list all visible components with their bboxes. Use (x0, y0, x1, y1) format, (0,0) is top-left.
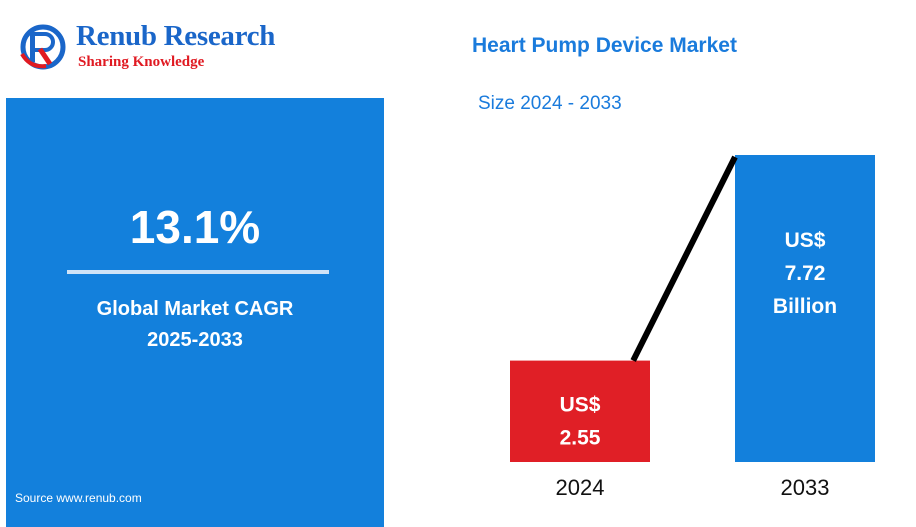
data-label-2033-line1: US$ (785, 229, 826, 252)
brand-tagline: Sharing Knowledge (78, 54, 205, 70)
x-tick-label-2033: 2033 (781, 475, 830, 500)
x-tick-label-2024: 2024 (556, 475, 605, 500)
cagr-label-line2: 2025-2033 (147, 329, 243, 351)
stylized-r-mark-icon (20, 24, 66, 70)
data-label-2024-line3: Billion (548, 459, 612, 482)
cagr-panel: 13.1% Global Market CAGR 2025-2033 Sourc… (6, 98, 384, 527)
bar-2033 (735, 155, 875, 462)
brand-logo: Renub Research Sharing Knowledge (16, 14, 306, 74)
cagr-label: Global Market CAGR 2025-2033 (6, 294, 384, 356)
data-label-2024-line1: US$ (560, 393, 601, 416)
chart-subtitle: Size 2024 - 2033 (478, 93, 622, 114)
cagr-label-line1: Global Market CAGR (96, 298, 294, 320)
cagr-value: 13.1% (129, 201, 261, 253)
data-label-2024-line2: 2.55 (560, 426, 601, 449)
chart-title: Heart Pump Device Market (472, 34, 737, 57)
bar-2024 (510, 360, 650, 462)
data-label-2033-line3: Billion (773, 295, 837, 318)
growth-connector-line (630, 155, 738, 362)
source-note: Source www.renub.com (15, 491, 142, 505)
brand-name: Renub Research (76, 20, 276, 52)
data-label-2033-line2: 7.72 (785, 262, 826, 285)
cagr-divider (67, 270, 329, 274)
